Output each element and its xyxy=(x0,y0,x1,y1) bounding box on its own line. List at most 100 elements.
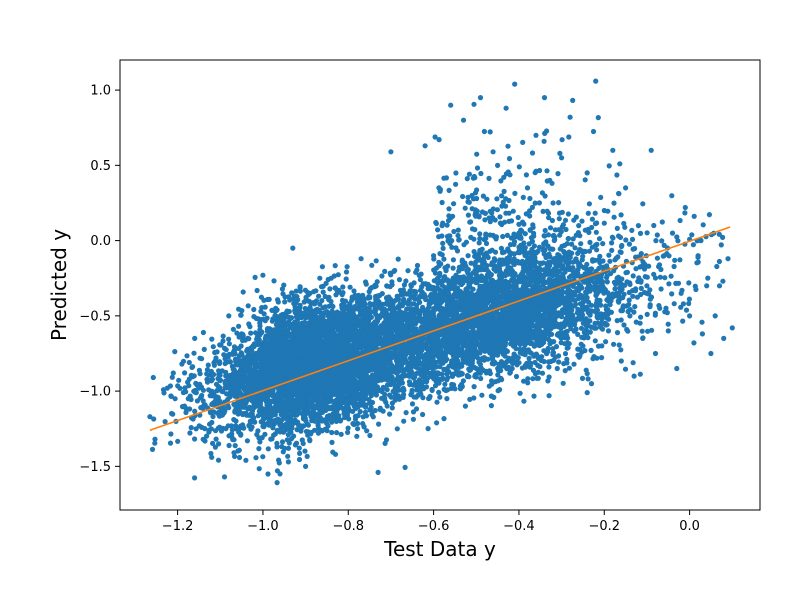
scatter-point xyxy=(680,318,686,324)
scatter-point xyxy=(488,403,494,409)
scatter-point xyxy=(418,271,424,277)
scatter-point xyxy=(251,306,257,313)
scatter-point xyxy=(556,216,562,222)
scatter-point xyxy=(343,269,350,275)
scatter-point xyxy=(531,393,537,399)
scatter-point xyxy=(344,264,350,270)
scatter-point xyxy=(569,241,575,247)
scatter-point xyxy=(441,256,447,262)
scatter-point xyxy=(382,440,388,446)
scatter-point xyxy=(210,440,216,446)
scatter-point xyxy=(617,161,623,167)
scatter-point xyxy=(282,445,288,451)
scatter-point xyxy=(152,436,158,442)
scatter-point xyxy=(420,411,426,418)
scatter-point xyxy=(478,375,484,382)
scatter-point xyxy=(317,275,323,281)
scatter-point xyxy=(654,232,660,238)
scatter-point xyxy=(657,274,663,280)
scatter-point xyxy=(197,371,203,377)
scatter-point xyxy=(523,211,529,217)
scatter-point xyxy=(150,374,156,381)
scatter-point xyxy=(529,204,536,210)
scatter-point xyxy=(491,256,497,262)
scatter-point xyxy=(690,242,697,248)
scatter-point xyxy=(484,196,490,202)
scatter-point xyxy=(544,208,550,214)
scatter-point xyxy=(589,244,595,250)
scatter-point xyxy=(520,139,526,145)
scatter-point xyxy=(506,156,513,162)
scatter-point xyxy=(376,421,382,427)
scatter-point xyxy=(437,394,443,400)
scatter-point xyxy=(432,270,438,276)
scatter-point xyxy=(369,262,375,268)
scatter-point xyxy=(700,222,706,228)
scatter-point xyxy=(302,448,308,454)
scatter-point xyxy=(188,425,194,431)
scatter-point xyxy=(396,309,402,315)
scatter-point xyxy=(274,480,280,486)
scatter-point xyxy=(437,188,443,194)
scatter-point xyxy=(172,396,178,402)
scatter-point xyxy=(637,230,644,236)
scatter-point xyxy=(594,355,600,361)
scatter-point xyxy=(607,302,613,308)
scatter-point xyxy=(653,238,659,244)
scatter-point xyxy=(511,239,518,245)
scatter-point xyxy=(587,239,593,245)
scatter-point xyxy=(527,195,533,202)
scatter-point xyxy=(434,420,440,426)
scatter-point xyxy=(429,387,435,393)
scatter-point xyxy=(409,301,415,307)
scatter-point xyxy=(584,371,590,377)
scatter-point xyxy=(236,323,242,329)
scatter-point xyxy=(343,276,349,282)
scatter-point xyxy=(471,395,477,401)
scatter-point xyxy=(436,389,442,395)
scatter-point xyxy=(637,264,643,270)
scatter-point xyxy=(152,440,158,446)
scatter-point xyxy=(495,378,501,384)
scatter-point xyxy=(626,241,633,247)
scatter-point xyxy=(244,438,250,444)
scatter-point xyxy=(579,314,585,320)
scatter-point xyxy=(181,403,188,409)
scatter-point xyxy=(436,137,442,143)
scatter-point xyxy=(521,378,527,384)
scatter-point xyxy=(592,338,598,344)
scatter-point xyxy=(499,193,505,199)
scatter-point xyxy=(644,230,650,236)
scatter-point xyxy=(672,257,678,263)
scatter-point xyxy=(282,299,288,305)
scatter-point xyxy=(200,329,206,336)
scatter-point xyxy=(630,293,636,299)
scatter-point xyxy=(477,231,483,237)
scatter-point xyxy=(345,429,351,435)
scatter-point xyxy=(453,181,459,187)
scatter-point xyxy=(481,128,487,135)
scatter-point xyxy=(465,194,471,200)
scatter-point xyxy=(296,445,302,451)
scatter-point xyxy=(384,403,390,409)
scatter-point xyxy=(619,308,626,314)
scatter-point xyxy=(566,134,572,140)
scatter-point xyxy=(382,268,388,274)
scatter-point xyxy=(544,168,550,174)
scatter-point xyxy=(546,359,552,365)
scatter-point xyxy=(234,330,240,336)
scatter-point xyxy=(476,240,482,246)
scatter-point xyxy=(640,201,646,207)
scatter-point xyxy=(281,282,287,288)
scatter-point xyxy=(151,416,157,422)
scatter-point xyxy=(637,371,643,377)
scatter-point xyxy=(596,236,603,242)
scatter-point xyxy=(307,438,313,444)
scatter-point xyxy=(638,285,644,291)
scatter-point xyxy=(520,194,526,200)
scatter-point xyxy=(566,365,573,371)
scatter-point xyxy=(451,201,457,207)
scatter-point xyxy=(191,350,197,356)
scatter-point xyxy=(279,286,285,292)
